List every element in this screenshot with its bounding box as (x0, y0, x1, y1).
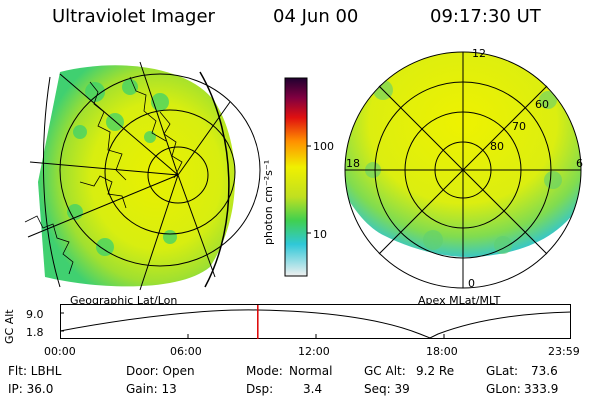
altitude-xtick-1200: 12:00 (298, 345, 330, 358)
glon-value: 333.9 (524, 382, 559, 396)
mode-label: Mode: (246, 364, 283, 378)
altitude-xtick-0000: 00:00 (44, 345, 76, 358)
mlat-label-70: 70 (512, 120, 526, 133)
dsp-value: 3.4 (303, 382, 323, 396)
gc-alt-label: GC Alt: (364, 364, 406, 378)
coastline (24, 76, 183, 275)
ip-status: IP: 36.0 (8, 382, 54, 396)
glat-value: 73.6 (531, 364, 558, 378)
polar-grid (344, 51, 582, 289)
polar-panel-caption: Apex MLat/MLT (418, 294, 501, 307)
altitude-xtick-2359: 23:59 (548, 345, 580, 358)
glon-label: GLon: (486, 382, 521, 396)
colorbar-tick-10: 10 (313, 228, 327, 241)
instrument-title: Ultraviolet Imager (52, 6, 215, 27)
altitude-xtick-0600: 06:00 (170, 345, 202, 358)
colorbar-unit-label: photon cm⁻²s⁻¹ (262, 159, 275, 245)
mlat-label-60: 60 (535, 98, 549, 111)
mlt-label-6: 6 (576, 157, 583, 170)
sequence-status: Seq: 39 (364, 382, 410, 396)
mlt-label-18: 18 (346, 157, 360, 170)
altitude-ytick-9: 9.0 (26, 308, 44, 321)
colorbar-tick-100: 100 (313, 140, 334, 153)
altitude-xtick-1800: 18:00 (426, 345, 458, 358)
date-label: 04 Jun 00 (273, 6, 359, 27)
polar-image (344, 51, 582, 289)
gain-status: Gain: 13 (126, 382, 177, 396)
altitude-plot (59, 304, 572, 339)
time-label: 09:17:30 UT (430, 6, 541, 27)
gc-alt-value: 9.2 Re (416, 364, 455, 378)
geo-grid (27, 61, 261, 291)
mlt-label-0: 0 (468, 277, 475, 290)
dsp-label: Dsp: (246, 382, 274, 396)
geo-panel-caption: Geographic Lat/Lon (70, 294, 178, 307)
mlat-label-80: 80 (490, 140, 504, 153)
geo-emission-region (38, 65, 235, 287)
altitude-ytick-1.8: 1.8 (26, 326, 44, 339)
altitude-curve (59, 309, 572, 339)
geographic-image (24, 61, 261, 291)
filter-status: Flt: LBHL (8, 364, 62, 378)
color-bar (284, 77, 311, 277)
mlt-label-12: 12 (472, 47, 486, 60)
door-status: Door: Open (126, 364, 195, 378)
altitude-ylabel: GC Alt (3, 309, 16, 344)
glat-label: GLat: (486, 364, 519, 378)
mode-value: Normal (289, 364, 333, 378)
